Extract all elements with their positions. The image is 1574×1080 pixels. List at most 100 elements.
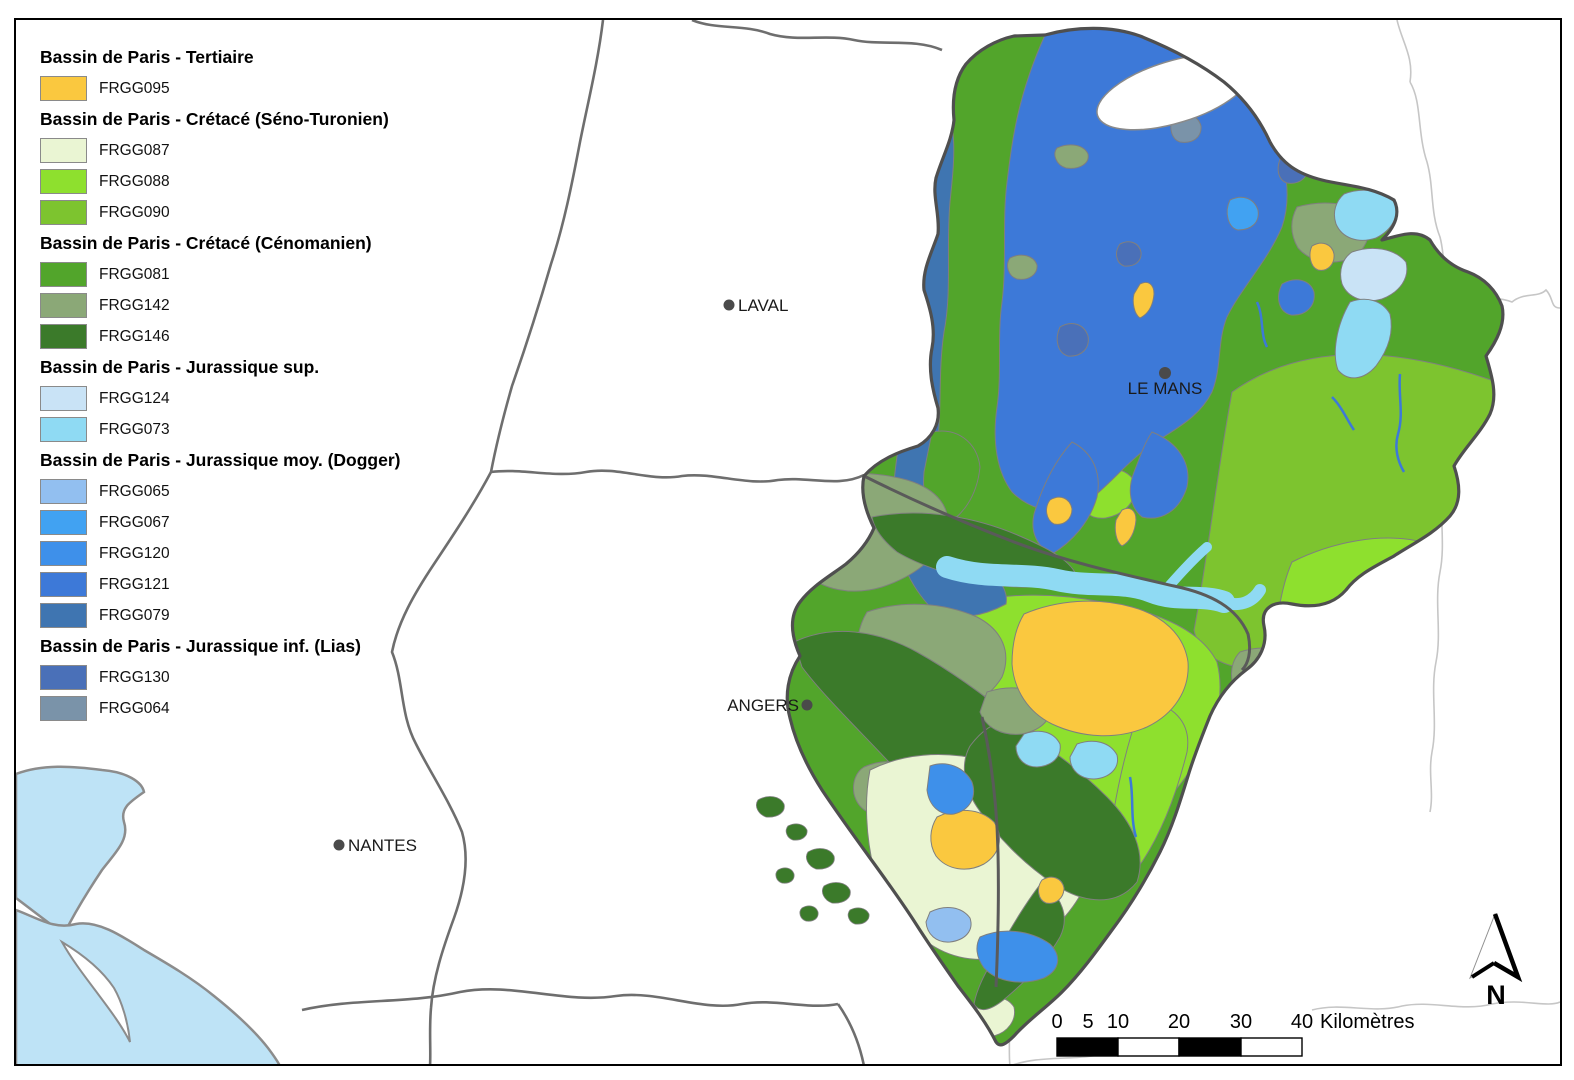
legend-swatch-frgg090 [40,200,87,225]
map-area-frgg073-south-1 [1015,730,1061,768]
city-marker-le-mans: LE MANS [1128,367,1203,398]
map-area-frgg121-ne-lake [1278,279,1315,316]
legend-swatch-frgg079 [40,603,87,628]
city-label-laval: LAVAL [738,296,788,315]
map-area-frgg130-2 [1056,323,1089,357]
scale-tick-30: 30 [1230,1011,1252,1033]
legend-item-frgg064: FRGG064 [40,693,400,724]
city-dot-nantes [333,839,345,851]
legend-swatch-frgg067 [40,510,87,535]
legend-group-title-lias: Bassin de Paris - Jurassique inf. (Lias) [40,636,361,656]
scale-tick-20: 20 [1168,1011,1190,1033]
north-arrow-heavy-edge [1492,913,1523,983]
scale-bar: 0 5 10 20 30 40 Kilomètres [1051,1011,1414,1057]
legend-group-title-tertiaire: Bassin de Paris - Tertiaire [40,47,254,67]
legend-group-title-seno-turonien: Bassin de Paris - Crétacé (Séno-Turonien… [40,109,389,129]
legend-item-label: FRGG081 [99,265,170,283]
loir-valley-ribbon [936,542,1266,613]
city-label-angers: ANGERS [727,696,799,715]
legend-swatch-frgg120 [40,541,87,566]
legend-swatch-frgg087 [40,138,87,163]
north-arrow-icon [1468,912,1519,980]
legend-item-label: FRGG121 [99,575,170,593]
legend-item-frgg067: FRGG067 [40,507,400,538]
legend-item-label: FRGG088 [99,172,170,190]
legend-item-label: FRGG095 [99,79,170,97]
legend-swatch-frgg121 [40,572,87,597]
city-marker-laval: LAVAL [723,296,788,315]
legend-item-frgg079: FRGG079 [40,600,400,631]
map-area-frgg095-cream-small [1038,876,1065,904]
scale-bar-segments [1056,1037,1303,1057]
legend-group-title-cenomanien: Bassin de Paris - Crétacé (Cénomanien) [40,233,372,253]
map-area-frgg073-south-2 [1069,740,1119,780]
legend-item-label: FRGG079 [99,606,170,624]
scale-tick-40: 40 [1291,1011,1313,1033]
city-label-nantes: NANTES [348,836,417,855]
map-area-frgg095-strip [1114,507,1137,547]
city-marker-nantes: NANTES [333,836,417,855]
legend-swatch-frgg142 [40,293,87,318]
map-area-frgg073-ne-vertical [1334,298,1392,379]
frgg146-scattered-islets [756,796,870,925]
map-area-frgg067-patch [1226,196,1259,231]
north-arrow-label: N [1486,980,1506,1010]
north-arrow: N [1468,912,1523,1010]
legend-item-frgg121: FRGG121 [40,569,400,600]
map-area-frgg142-east-mid [1231,647,1302,706]
legend-item-label: FRGG142 [99,296,170,314]
legend-item-frgg081: FRGG081 [40,259,400,290]
legend-swatch-frgg064 [40,696,87,721]
legend-item-frgg095: FRGG095 [40,73,400,104]
legend-swatch-frgg146 [40,324,87,349]
rivers [1128,301,1406,838]
legend-item-frgg087: FRGG087 [40,135,400,166]
map-area-frgg065-south [925,906,972,943]
department-boundaries [301,20,943,1064]
map-area-frgg146-cream-band [963,721,1141,901]
legend-item-label: FRGG087 [99,141,170,159]
city-markers: LAVAL LE MANS ANGERS NANTES [333,296,1203,855]
scale-tick-0: 0 [1051,1011,1062,1033]
scale-tick-5: 5 [1082,1011,1093,1033]
map-area-frgg121-lobe-lake [1129,431,1189,519]
legend-swatch-frgg088 [40,169,87,194]
legend-item-frgg073: FRGG073 [40,414,400,445]
legend-group-title-jurassique-sup: Bassin de Paris - Jurassique sup. [40,357,320,377]
legend-item-label: FRGG073 [99,420,170,438]
adjacent-water-area [16,765,281,1064]
internal-department-lines [863,474,1252,988]
legend-item-label: FRGG090 [99,203,170,221]
map-area-water-river-sliver [59,939,131,1043]
map-area-frgg095-ne [1309,242,1335,271]
map-area-frgg095-big [1011,600,1189,737]
map-area-frgg095-central [1046,496,1073,525]
legend-swatch-frgg081 [40,262,87,287]
map-area-water-lower [16,908,281,1064]
legend-item-label: FRGG130 [99,668,170,686]
scale-unit-label: Kilomètres [1320,1011,1414,1033]
legend-item-frgg146: FRGG146 [40,321,400,352]
legend-item-frgg124: FRGG124 [40,383,400,414]
map-area-frgg090-east [1193,354,1503,668]
legend-item-frgg130: FRGG130 [40,662,400,693]
legend-swatch-frgg130 [40,665,87,690]
legend-item-label: FRGG065 [99,482,170,500]
map-legend: Bassin de Paris - Tertiaire FRGG095 Bass… [40,42,400,724]
map-svg: LAVAL LE MANS ANGERS NANTES 0 5 10 20 30… [16,20,1560,1064]
city-dot-laval [723,299,735,311]
legend-swatch-frgg073 [40,417,87,442]
legend-item-label: FRGG124 [99,389,170,407]
map-area-frgg120-parallelogram [926,763,975,815]
city-label-le-mans: LE MANS [1128,379,1203,398]
map-area-frgg095-cream [930,809,1000,870]
legend-item-frgg065: FRGG065 [40,476,400,507]
legend-item-frgg090: FRGG090 [40,197,400,228]
legend-item-frgg088: FRGG088 [40,166,400,197]
map-area-frgg095-north-strip [1132,281,1155,319]
legend-item-label: FRGG120 [99,544,170,562]
legend-item-frgg142: FRGG142 [40,290,400,321]
city-dot-angers [801,699,813,711]
city-dot-le-mans [1159,367,1171,379]
